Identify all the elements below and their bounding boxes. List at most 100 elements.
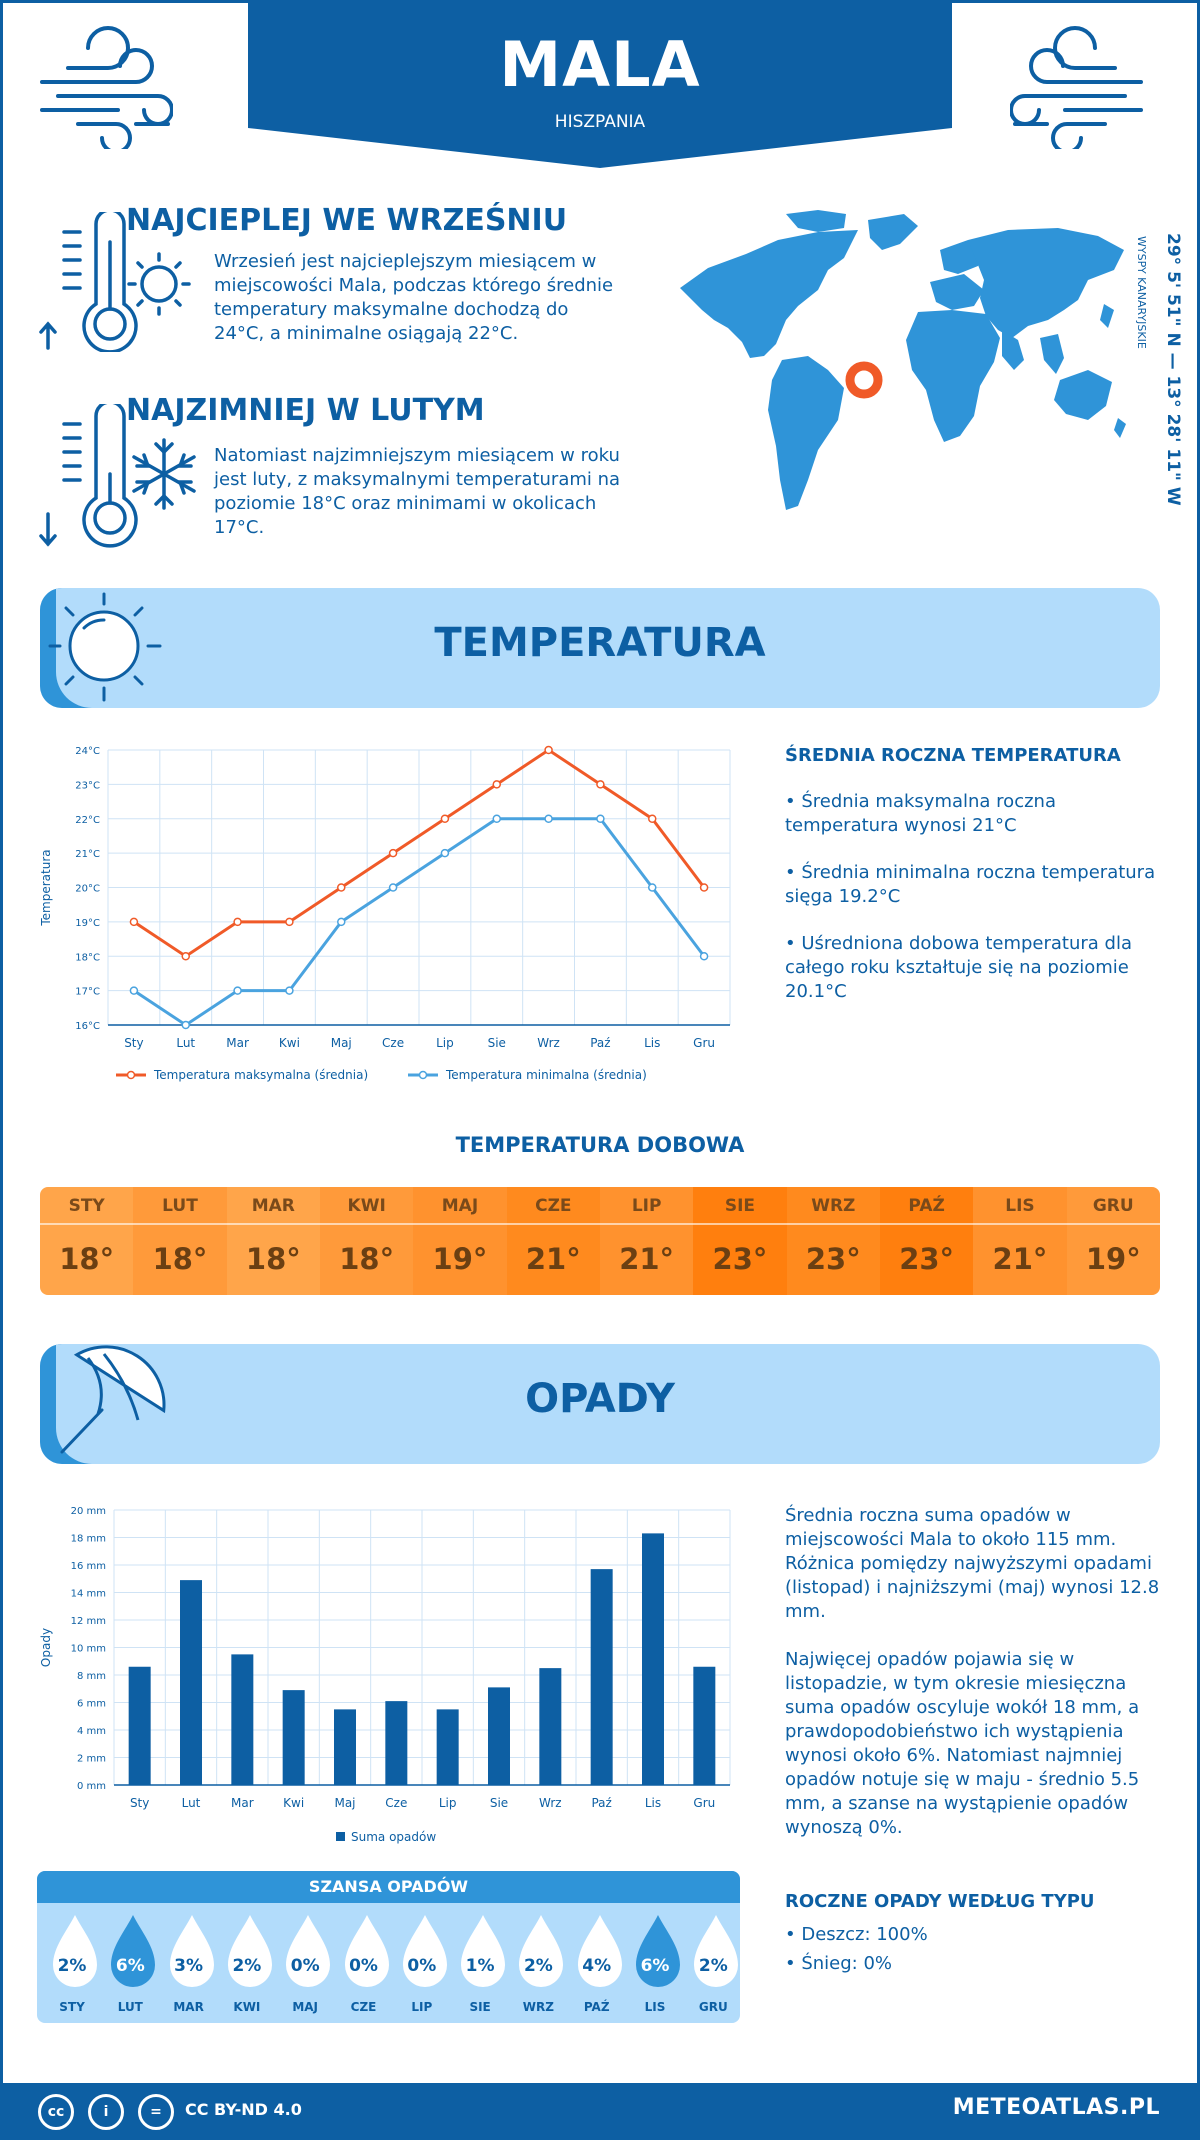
precipitation-types-title: ROCZNE OPADY WEDŁUG TYPU <box>785 1891 1095 1912</box>
daily-temperature-column: LUT 18° <box>133 1187 227 1295</box>
month-label: GRU <box>1066 1187 1160 1225</box>
thermometer-sun-icon <box>39 212 191 352</box>
warmest-title: NAJCIEPLEJ WE WRZEŚNIU <box>126 203 568 238</box>
rain-chance-item: 0% MAJ <box>279 1911 337 2014</box>
y-tick-label: 8 mm <box>77 1671 106 1682</box>
bar <box>488 1687 510 1785</box>
temperature-banner <box>40 588 1160 708</box>
bar <box>693 1666 716 1785</box>
bar <box>334 1709 356 1785</box>
rain-chance-value: 2% <box>57 1956 87 1976</box>
daily-temperature-value: 23° <box>899 1242 955 1276</box>
month-label: KWI <box>233 2000 261 2014</box>
precipitation-detail-text: Najwięcej opadów pojawia się w listopadz… <box>785 1649 1140 1838</box>
daily-temperature-column: WRZ 23° <box>786 1187 880 1295</box>
rain-chance-item: 2% GRU <box>687 1911 740 2014</box>
x-tick-label: Gru <box>693 1036 715 1050</box>
thermometer-snowflake-icon <box>39 404 196 548</box>
cc-icon: cc <box>38 2094 74 2130</box>
y-tick-label: 21°C <box>75 849 100 860</box>
daily-temperature-column: STY 18° <box>40 1187 134 1295</box>
temperature-bullet-min: • Średnia minimalna roczna temperatura s… <box>785 862 1156 907</box>
bar <box>385 1701 408 1785</box>
month-label: STY <box>59 2000 85 2014</box>
y-tick-label: 0 mm <box>77 1781 106 1792</box>
y-tick-label: 19°C <box>75 918 100 929</box>
temperature-bullet-avg: • Uśredniona dobowa temperatura dla całe… <box>785 933 1133 1002</box>
precipitation-banner <box>40 1344 1160 1464</box>
data-point <box>285 986 294 995</box>
x-tick-label: Maj <box>331 1036 352 1050</box>
x-tick-label: Lip <box>439 1796 457 1810</box>
data-point <box>440 848 450 858</box>
daily-temperature-value: 18° <box>152 1242 208 1276</box>
daily-temperature-column: PAŹ 23° <box>879 1187 974 1295</box>
x-tick-label: Kwi <box>279 1036 300 1050</box>
x-tick-label: Lip <box>436 1036 454 1050</box>
month-label: PAŹ <box>583 2000 610 2014</box>
daily-temperature-table: STY 18° LUT 18° MAR 18° KWI 18° MAJ 19° CZE 21° LIP 2… <box>40 1187 1160 1295</box>
raindrop-icon <box>286 1915 331 1987</box>
month-label: MAJ <box>292 2000 319 2014</box>
bar <box>642 1533 664 1785</box>
raindrop-icon <box>111 1915 156 1987</box>
bar <box>539 1668 562 1785</box>
month-label: LIS <box>644 2000 666 2014</box>
data-point <box>440 814 450 823</box>
x-tick-label: Lis <box>644 1036 660 1050</box>
month-label: MAR <box>226 1187 320 1225</box>
daily-temperature-title: TEMPERATURA DOBOWA <box>455 1133 745 1157</box>
raindrop-icon <box>461 1915 506 1987</box>
data-point <box>129 986 139 995</box>
x-tick-label: Maj <box>334 1796 355 1810</box>
city-title: MALA <box>499 28 701 101</box>
daily-temperature-value: 21° <box>525 1242 581 1276</box>
y-tick-label: 24°C <box>75 746 100 757</box>
bar <box>282 1690 305 1785</box>
y-tick-label: 2 mm <box>77 1754 106 1765</box>
x-tick-label: Paź <box>591 1796 611 1810</box>
daily-temperature-value: 21° <box>992 1242 1048 1276</box>
month-label: PAŹ <box>879 1187 974 1225</box>
month-label: SIE <box>693 1187 787 1225</box>
x-tick-label: Wrz <box>539 1796 562 1810</box>
month-label: STY <box>40 1187 134 1225</box>
month-label: LUT <box>133 1187 227 1225</box>
coldest-text: Natomiast najzimniejszym miesiącem w rok… <box>214 445 621 538</box>
coordinates: 29° 5' 51" N — 13° 28' 11" W <box>1163 233 1183 506</box>
y-axis-label: Opady <box>39 1628 53 1667</box>
raindrop-icon <box>169 1915 214 1987</box>
y-tick-label: 16°C <box>75 1021 100 1032</box>
x-tick-label: Cze <box>382 1036 404 1050</box>
legend-marker <box>418 1070 428 1080</box>
raindrop-icon <box>577 1915 622 1987</box>
bar <box>180 1580 202 1785</box>
y-tick-label: 18 mm <box>71 1534 106 1545</box>
y-tick-label: 20°C <box>75 884 100 895</box>
daily-temperature-column: MAR 18° <box>226 1187 320 1295</box>
x-tick-label: Lis <box>645 1796 661 1810</box>
month-label: KWI <box>319 1187 414 1225</box>
month-label: WRZ <box>522 2000 554 2014</box>
rain-chance-value: 0% <box>407 1956 437 1976</box>
footer: cc i = CC BY-ND 4.0 METEOATLAS.PL <box>0 2083 1200 2140</box>
precipitation-section-title: OPADY <box>525 1376 675 1422</box>
legend-label: Temperatura maksymalna (średnia) <box>153 1068 368 1082</box>
umbrella-rain-icon <box>60 1345 166 1454</box>
series-line <box>133 748 706 959</box>
x-tick-label: Sty <box>124 1036 143 1050</box>
x-tick-label: Kwi <box>283 1796 304 1810</box>
no-derivatives-icon: = <box>138 2094 174 2130</box>
site-link[interactable]: METEOATLAS.PL <box>952 2095 1160 2120</box>
x-tick-label: Mar <box>231 1796 254 1810</box>
x-tick-label: Mar <box>226 1036 249 1050</box>
month-label: MAJ <box>413 1187 507 1225</box>
rain-chance-item: 2% STY <box>46 1911 104 2014</box>
x-tick-label: Lut <box>182 1796 201 1810</box>
bar <box>436 1709 459 1785</box>
daily-temperature-value: 19° <box>1085 1242 1141 1276</box>
bar <box>231 1654 254 1785</box>
precipitation-type-rain: • Deszcz: 100% <box>785 1924 928 1945</box>
y-tick-label: 17°C <box>75 987 100 998</box>
data-point <box>648 814 657 823</box>
